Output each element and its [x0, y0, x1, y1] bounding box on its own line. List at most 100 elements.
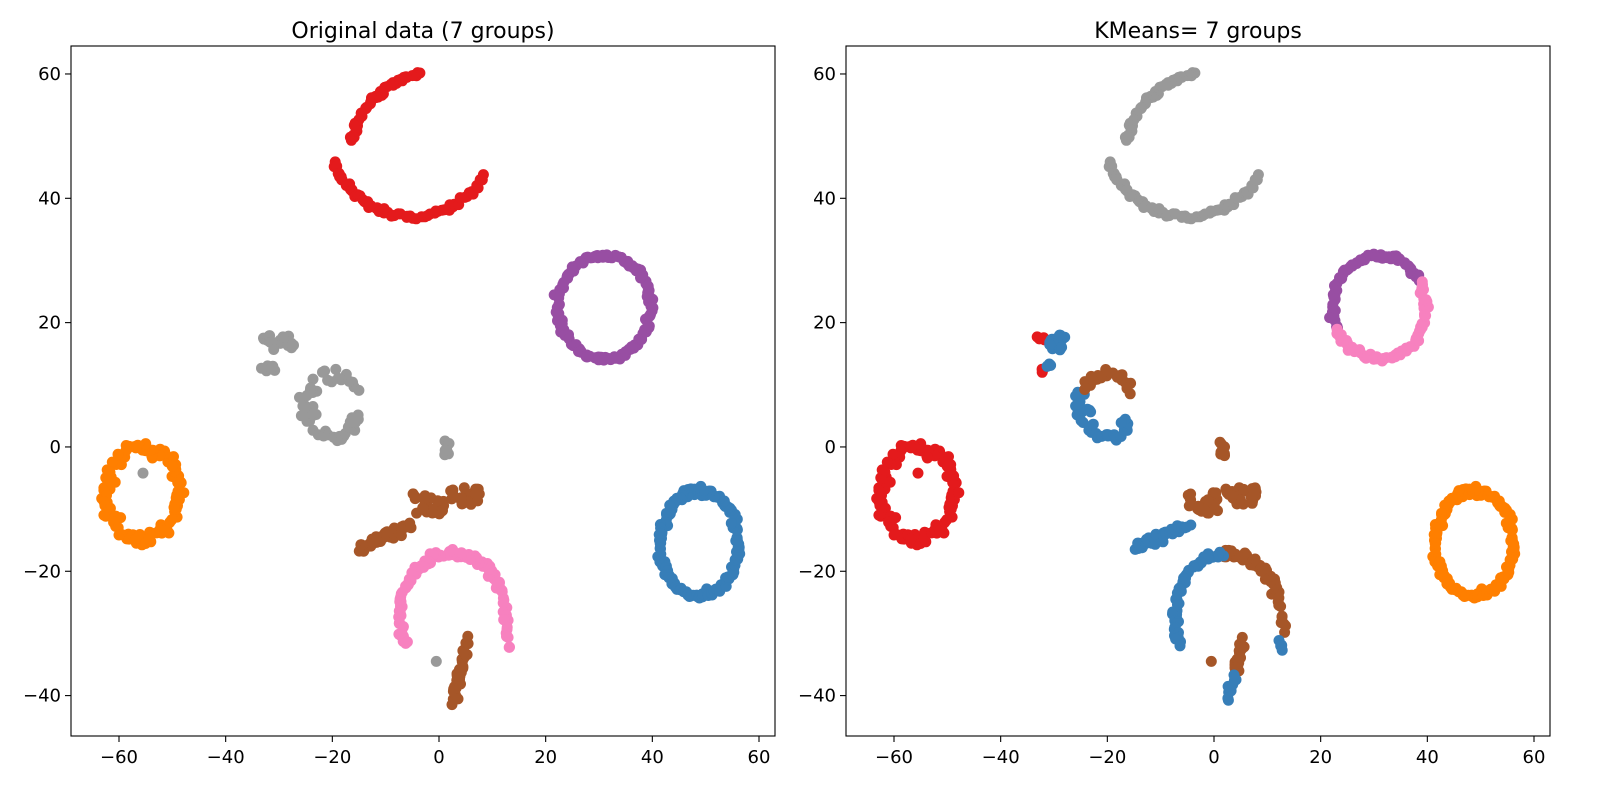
scatter-point-orange	[106, 456, 118, 468]
left-x-tick-label: 40	[641, 747, 664, 768]
right-y-tick-label: 40	[813, 188, 836, 209]
scatter-point-brown	[417, 503, 429, 515]
left-y-tick-label: 60	[38, 64, 61, 85]
right-x-tick-label: 20	[1309, 747, 1332, 768]
scatter-point-blue	[1185, 519, 1197, 531]
scatter-point-orange	[143, 532, 155, 544]
scatter-point-orange	[1500, 517, 1512, 529]
right-chart-title: KMeans= 7 groups	[1094, 19, 1302, 44]
left-x-tick-label: 20	[534, 747, 557, 768]
scatter-point-grey	[441, 445, 453, 456]
right-x-tick-label: 40	[1416, 747, 1439, 768]
right-y-tick-label: 20	[813, 313, 836, 334]
scatter-point-red	[943, 451, 954, 463]
scatter-point-orange	[159, 525, 171, 537]
scatter-point-blue	[1087, 418, 1099, 430]
scatter-point-brown	[472, 495, 484, 507]
scatter-point-grey	[330, 363, 342, 375]
right-y-tick-label: −20	[798, 561, 836, 582]
scatter-point-orange	[166, 514, 178, 526]
scatter-point-grey	[256, 362, 267, 374]
left-x-tick-label: −20	[313, 747, 351, 768]
scatter-point-brown	[462, 630, 474, 642]
scatter-point-orange	[112, 448, 124, 460]
scatter-point-red	[881, 456, 893, 468]
scatter-point-brown	[405, 522, 417, 534]
scatter-point-red	[887, 448, 899, 460]
scatter-point-brown	[1218, 448, 1230, 460]
scatter-point-grey	[277, 331, 289, 343]
right-scatter-panel: KMeans= 7 groups −60 −40 −20 0 20 40 60 −40 −20…	[798, 19, 1551, 768]
scatter-point-brown	[1210, 487, 1222, 499]
scatter-point-red	[873, 509, 885, 521]
scatter-point-blue	[1276, 644, 1288, 656]
scatter-point-pink	[503, 641, 515, 653]
scatter-point-brown	[437, 505, 448, 517]
scatter-point-grey	[286, 339, 298, 351]
right-plot-area	[845, 45, 1551, 737]
scatter-point-red	[943, 501, 955, 513]
scatter-point-blue	[1044, 339, 1056, 351]
scatter-point-red	[934, 525, 946, 537]
scatter-point-red	[953, 487, 965, 499]
right-x-axis-ticks: −60 −40 −20 0 20 40 60	[875, 736, 1545, 768]
scatter-point-orange	[168, 501, 180, 513]
scatter-point-grey	[317, 366, 328, 378]
scatter-point-grey	[267, 360, 279, 372]
left-x-tick-label: −60	[100, 747, 138, 768]
scatter-point-orange	[130, 533, 142, 545]
scatter-point-blue	[725, 517, 737, 529]
scatter-point-orange	[168, 451, 179, 463]
scatter-point-brown	[458, 482, 470, 494]
scatter-point-brown	[1275, 600, 1287, 612]
scatter-point-pink	[400, 637, 412, 649]
scatter-point-brown	[426, 507, 438, 519]
right-x-tick-label: −20	[1088, 747, 1126, 768]
scatter-point-brown	[1121, 382, 1133, 394]
scatter-point-red	[918, 532, 930, 544]
scatter-point-blue	[731, 535, 743, 547]
scatter-point-orange	[1506, 535, 1518, 547]
scatter-point-blue	[1072, 398, 1084, 410]
scatter-point-brown	[419, 490, 431, 502]
right-data-points	[871, 67, 1521, 706]
scatter-point-brown	[455, 492, 467, 504]
scatter-point-brown	[1080, 382, 1092, 394]
scatter-point-blue	[1054, 329, 1066, 341]
scatter-point-grey	[346, 412, 358, 424]
right-y-tick-label: 60	[813, 64, 836, 85]
right-y-tick-label: −40	[798, 686, 836, 707]
scatter-point-brown	[409, 493, 421, 505]
left-x-tick-label: 60	[748, 747, 771, 768]
scatter-point-pink	[1416, 276, 1428, 288]
scatter-point-brown	[1202, 494, 1214, 506]
scatter-point-red	[345, 134, 357, 146]
scatter-point-blue	[1077, 417, 1089, 428]
right-x-tick-label: 0	[1208, 747, 1219, 768]
left-y-axis-ticks: −40 −20 0 20 40 60	[23, 64, 71, 707]
scatter-point-red	[912, 467, 924, 479]
scatter-point-red	[941, 514, 953, 526]
scatter-point-blue	[1056, 341, 1068, 353]
left-y-tick-label: 20	[38, 313, 61, 334]
left-scatter-panel: Original data (7 groups) −60 −40 −20 0 20 40 6…	[23, 19, 776, 768]
left-y-tick-label: 0	[50, 437, 61, 458]
scatter-point-brown	[1279, 626, 1291, 638]
scatter-point-grey	[137, 467, 149, 479]
left-chart-title: Original data (7 groups)	[291, 19, 554, 44]
scatter-point-grey	[299, 402, 311, 413]
scatter-point-blue	[1115, 417, 1127, 429]
right-y-axis-ticks: −40 −20 0 20 40 60	[798, 64, 846, 707]
scatter-point-brown	[1192, 500, 1204, 512]
scatter-point-grey	[1120, 134, 1132, 146]
scatter-point-brown	[1246, 497, 1258, 509]
scatter-point-brown	[1185, 494, 1197, 506]
scatter-point-brown	[1234, 640, 1246, 652]
left-x-axis-ticks: −60 −40 −20 0 20 40 60	[100, 736, 770, 768]
scatter-point-pink	[455, 547, 467, 559]
scatter-point-grey	[307, 373, 319, 385]
scatter-point-brown	[1205, 655, 1217, 667]
scatter-point-blue	[1174, 640, 1186, 652]
scatter-point-brown	[1238, 483, 1250, 495]
